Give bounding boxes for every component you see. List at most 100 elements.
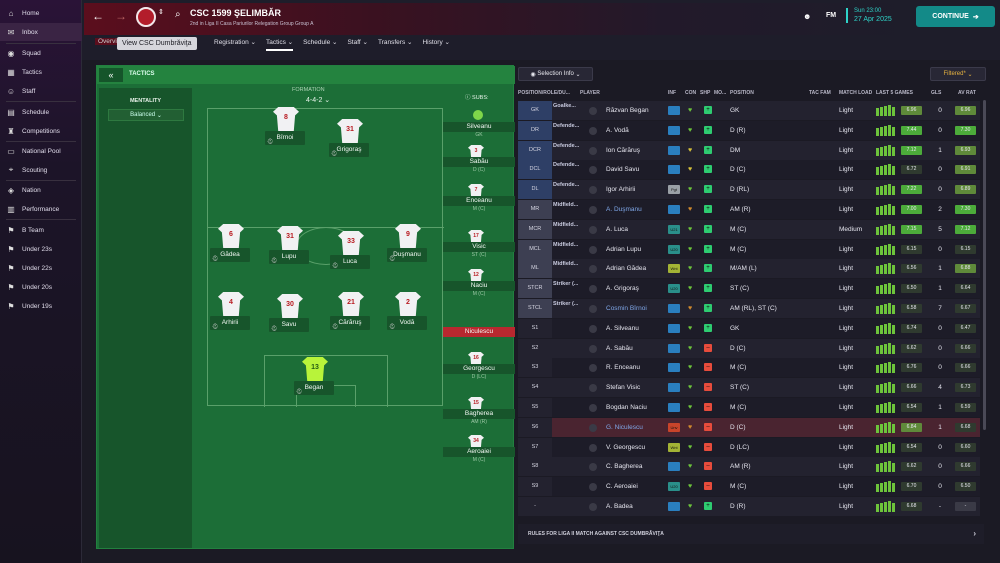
table-row[interactable]: MCL Midfield... Adrian Lupu U20 ♥ + M (C) Light… (518, 239, 980, 259)
position-cell[interactable]: MCL (518, 239, 552, 259)
player-name[interactable]: Cosmin Bîrnoi (606, 305, 647, 312)
player-name[interactable]: A. Grigoraş (606, 285, 639, 293)
continue-button[interactable]: CONTINUE ➔ (916, 6, 995, 27)
sidebar-item-under-22s[interactable]: ⚑ Under 22s (0, 259, 82, 277)
back-arrow-icon[interactable]: ← (92, 9, 104, 23)
table-row[interactable]: DL Defende... Igor Arhirii Pgt ♥ + D (RL) Light… (518, 180, 980, 200)
pitch-player[interactable]: 2 ⛑ Vodă (387, 292, 427, 338)
position-cell[interactable]: DL (518, 180, 552, 200)
forward-arrow-icon[interactable]: → (115, 9, 127, 23)
sub-player[interactable]: 34 Aeroaiei M (C) (443, 435, 515, 465)
pitch-player[interactable]: 8 ⛑ Bîrnoi (265, 107, 305, 153)
player-name[interactable]: C. Aeroaiei (606, 483, 638, 491)
role-cell[interactable]: Striker (... (553, 281, 579, 288)
sub-player[interactable]: 17 Visic ST (C) (443, 230, 515, 260)
sidebar-item-under-19s[interactable]: ⚑ Under 19s (0, 297, 82, 315)
sidebar-item-squad[interactable]: ◉ Squad (0, 44, 82, 62)
sidebar-item-competitions[interactable]: ♜ Competitions (0, 122, 82, 140)
sidebar-item-home[interactable]: ⌂ Home (0, 4, 82, 22)
column-header[interactable]: MATCH LOAD (839, 90, 873, 96)
player-name[interactable]: A. Duşmanu (606, 206, 642, 213)
player-name[interactable]: A. Badea (606, 503, 633, 510)
sidebar-item-schedule[interactable]: ▤ Schedule (0, 103, 82, 121)
table-row[interactable]: S8 C. Bagherea ♥ – AM (R) Light 6.62 0 6.66 (518, 457, 980, 477)
position-cell[interactable]: STCR (518, 279, 552, 299)
fm-menu-button[interactable]: FM (826, 12, 837, 19)
pitch-player[interactable]: 31 ⛑ Lupu (269, 226, 309, 272)
pitch-player[interactable]: 33 ⛑ Luca (330, 231, 370, 277)
sidebar-item-tactics[interactable]: ▦ Tactics (0, 63, 82, 81)
sidebar-item-nation[interactable]: ◈ Nation (0, 181, 82, 199)
position-cell[interactable]: S2 (518, 338, 552, 358)
pitch-player[interactable]: 4 ⛑ Arhirii (210, 292, 250, 338)
table-row[interactable]: S3 R. Enceanu ♥ – M (C) Light 6.76 0 6.66 (518, 358, 980, 378)
tab-registration[interactable]: Registration ⌄ (214, 39, 256, 46)
column-header[interactable]: SHP (700, 90, 711, 96)
player-name[interactable]: Adrian Lupu (606, 245, 642, 253)
scrollbar[interactable] (983, 100, 986, 430)
manager-icon[interactable]: ☻ (803, 12, 812, 21)
tab-schedule[interactable]: Schedule ⌄ (303, 39, 338, 46)
role-cell[interactable]: Striker (... (553, 301, 579, 307)
table-row[interactable]: S1 A. Silveanu ♥ + GK Light 6.74 0 6.47 (518, 318, 980, 338)
role-cell[interactable]: Midfield... (553, 261, 579, 268)
pitch-player[interactable]: 30 ⛑ Savu (269, 294, 309, 340)
table-row[interactable]: DCR Defende... Ion Cărăruş ♥ + DM Light 7.12 1 6.… (518, 140, 980, 160)
table-row[interactable]: S4 Stefan Visic ♥ – ST (C) Light 6.66 4 6.73 (518, 378, 980, 398)
table-row[interactable]: MR Midfield... A. Duşmanu ♥ + AM (R) Light 7.00… (518, 200, 980, 219)
table-row[interactable]: MCR Midfield... A. Luca U21 ♥ + M (C) Medium 7.1… (518, 219, 980, 239)
sub-player[interactable]: 12 Naciu M (C) (443, 269, 515, 299)
player-name[interactable]: Stefan Visic (606, 384, 641, 392)
role-cell[interactable]: Defende... (553, 142, 580, 149)
position-cell[interactable]: DCR (518, 140, 552, 160)
player-name[interactable]: A. Sabău (606, 344, 633, 352)
club-switch-icon[interactable]: ⇕ (158, 9, 164, 16)
tab-transfers[interactable]: Transfers ⌄ (378, 39, 413, 46)
column-header[interactable]: POSITION/ROLE/DU... (518, 90, 570, 96)
column-header[interactable]: CON (685, 90, 697, 96)
date-display[interactable]: Sun 23:00 27 Apr 2025 (846, 8, 892, 23)
role-cell[interactable]: Defende... (553, 122, 580, 129)
sub-player[interactable]: Silveanu GK (443, 110, 515, 140)
sidebar-item-b-team[interactable]: ⚑ B Team (0, 221, 82, 239)
tab-history[interactable]: History ⌄ (422, 39, 450, 46)
position-cell[interactable]: - (518, 497, 552, 516)
table-row[interactable]: S7 V. Georgescu Wnt ♥ – D (LC) Light 6.54 0 6.60 (518, 437, 980, 457)
player-name[interactable]: V. Georgescu (606, 443, 646, 451)
player-name[interactable]: Adrian Gădea (606, 265, 647, 273)
table-row[interactable]: STCL Striker (... Cosmin Bîrnoi ♥ + AM (RL), … (518, 299, 980, 318)
position-cell[interactable]: S3 (518, 358, 552, 378)
position-cell[interactable]: S4 (518, 378, 552, 398)
role-cell[interactable]: Goalke... (553, 103, 576, 109)
pitch-player[interactable]: 21 ⛑ Cărăruş (330, 292, 370, 338)
position-cell[interactable]: ML (518, 259, 552, 279)
sub-player[interactable]: 16 Georgescu D (LC) (443, 352, 515, 382)
position-cell[interactable]: MCR (518, 219, 552, 239)
pitch-player[interactable]: 9 ⛑ Duşmanu (387, 224, 427, 270)
sub-player[interactable]: 7 Enceanu M (C) (443, 184, 515, 214)
sidebar-item-performance[interactable]: ▥ Performance (0, 200, 82, 218)
table-row[interactable]: S6 G. Niculescu Unv ♥ – D (C) Light 6.84 1 6.68 (518, 417, 980, 437)
position-cell[interactable]: DR (518, 120, 552, 140)
position-cell[interactable]: S9 (518, 477, 552, 497)
pitch-player[interactable]: 31 ⛑ Grigoraş (329, 119, 369, 165)
role-cell[interactable]: Midfield... (553, 202, 579, 208)
player-name[interactable]: David Savu (606, 166, 640, 174)
sidebar-item-national-pool[interactable]: ▭ National Pool (0, 142, 82, 160)
sidebar-item-under-23s[interactable]: ⚑ Under 23s (0, 240, 82, 258)
column-header[interactable]: TAC FAM (809, 90, 831, 96)
tab-overview[interactable]: Overvi (95, 38, 120, 45)
player-name[interactable]: Ion Cărăruş (606, 146, 640, 154)
sidebar-item-under-20s[interactable]: ⚑ Under 20s (0, 278, 82, 296)
pitch-player[interactable]: 13 ⛑ Began (294, 357, 334, 403)
role-cell[interactable]: Defende... (553, 162, 580, 169)
table-row[interactable]: S2 A. Sabău ♥ – D (C) Light 6.62 0 6.66 (518, 338, 980, 358)
position-cell[interactable]: S1 (518, 318, 552, 338)
position-cell[interactable]: DCL (518, 160, 552, 180)
position-cell[interactable]: S8 (518, 457, 552, 477)
position-cell[interactable]: GK (518, 101, 552, 120)
player-name[interactable]: A. Silveanu (606, 324, 639, 332)
mentality-dropdown[interactable]: Balanced ⌄ (108, 109, 184, 121)
footer-bar[interactable]: RULES FOR LIGA II MATCH AGAINST CSC DUMB… (518, 524, 984, 544)
position-cell[interactable]: S7 (518, 437, 552, 457)
